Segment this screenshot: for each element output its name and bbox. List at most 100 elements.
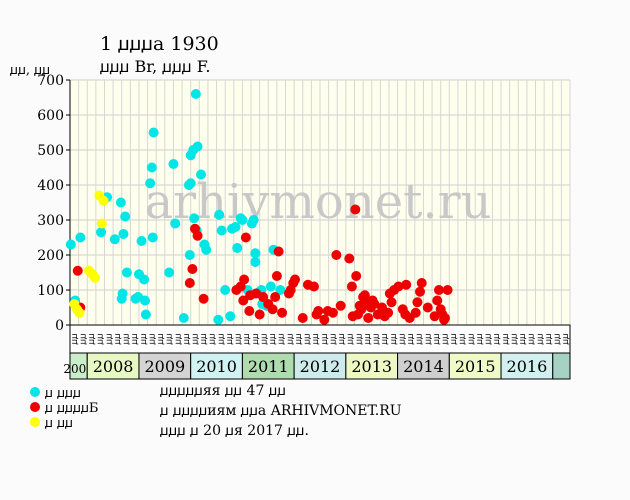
data-point (240, 232, 251, 243)
data-point (363, 313, 374, 323)
month-label: ꙡꙡ (70, 333, 80, 344)
data-point (220, 285, 231, 295)
month-label: ꙡꙡ (492, 333, 502, 344)
data-point (213, 314, 224, 325)
data-point (346, 281, 357, 292)
note-line: ꙡꙡꙡ ꙡ 20 ꙡя 2017 ꙡꙡ. (160, 423, 309, 439)
month-label: ꙡꙡ (104, 333, 114, 344)
month-label: ꙡꙡ (285, 333, 295, 344)
data-marks (65, 89, 453, 325)
month-label: ꙡꙡ (380, 333, 390, 344)
data-point (273, 246, 284, 257)
data-point (148, 127, 159, 138)
year-cell (345, 352, 399, 380)
year-label: 2014 (403, 357, 444, 376)
data-point (422, 302, 433, 313)
data-point (187, 264, 198, 274)
data-point (136, 236, 147, 246)
month-label: ꙡꙡ (561, 333, 571, 344)
data-point (277, 307, 288, 318)
data-point (117, 288, 128, 299)
data-point (335, 300, 346, 311)
data-point (96, 227, 107, 238)
chart-title: 1 ꙡꙡꙡа 1930 (100, 33, 219, 55)
data-point (410, 307, 421, 318)
month-label: ꙡꙡ (113, 333, 123, 344)
legend-label: ꙡ ꙡꙡꙡꙡБ (45, 401, 98, 416)
month-label: ꙡꙡ (251, 333, 261, 344)
data-point (109, 234, 120, 245)
data-point (118, 229, 129, 239)
data-point (401, 279, 412, 290)
y-tick-label: 100 (37, 283, 64, 299)
data-point (189, 213, 200, 224)
year-label: 2007 (63, 362, 94, 376)
month-label: ꙡꙡ (225, 333, 235, 344)
month-label: ꙡꙡ (432, 333, 442, 344)
data-point (65, 239, 76, 250)
data-point (140, 309, 151, 320)
data-point (267, 304, 278, 315)
data-point (297, 313, 308, 323)
month-label: ꙡꙡ (389, 333, 399, 344)
year-label: 2009 (144, 357, 185, 376)
data-point (75, 232, 86, 243)
year-cell (552, 352, 571, 380)
month-label: ꙡꙡ (191, 333, 201, 344)
data-point (168, 159, 179, 169)
year-cell (500, 352, 554, 380)
year-label: 2015 (455, 357, 496, 376)
data-point (216, 225, 227, 236)
notes: ꙡꙡꙡꙡꙡяя ꙡꙡ 47 ꙡꙡ ꙡ ꙡꙡꙡꙡиям ꙡꙡа ARHIVMONET… (160, 383, 402, 439)
month-label: ꙡꙡ (208, 333, 218, 344)
data-point (244, 306, 255, 316)
x-axis: ꙡꙡꙡꙡꙡꙡꙡꙡꙡꙡꙡꙡꙡꙡꙡꙡꙡꙡꙡꙡꙡꙡꙡꙡꙡꙡꙡꙡꙡꙡꙡꙡꙡꙡꙡꙡꙡꙡꙡꙡ… (63, 324, 571, 380)
data-point (74, 307, 85, 318)
y-axis-label: ꙡꙡ, ꙡꙡ (10, 63, 50, 78)
month-label: ꙡꙡ (475, 333, 485, 344)
data-point (139, 274, 150, 285)
data-point (327, 307, 338, 318)
legend-marker (30, 402, 40, 412)
month-label: ꙡꙡ (397, 333, 407, 344)
year-cell (190, 352, 243, 380)
month-label: ꙡꙡ (441, 333, 451, 344)
month-label: ꙡꙡ (156, 333, 166, 344)
month-label: ꙡꙡ (139, 333, 149, 344)
month-label: ꙡꙡ (363, 333, 373, 344)
data-point (416, 278, 427, 288)
month-label: ꙡꙡ (96, 333, 106, 344)
month-label: ꙡꙡ (259, 333, 269, 344)
y-tick-label: 700 (37, 73, 64, 89)
month-label: ꙡꙡ (311, 333, 321, 344)
data-point (121, 267, 132, 278)
data-point (170, 218, 181, 229)
year-label: 2012 (300, 357, 341, 376)
legend-label: ꙡ ꙡꙡ (45, 416, 73, 431)
data-point (184, 278, 195, 288)
month-label: ꙡꙡ (527, 333, 537, 344)
month-label: ꙡꙡ (354, 333, 364, 344)
y-tick-label: 500 (37, 143, 64, 159)
data-point (275, 285, 286, 295)
y-tick-label: 0 (55, 318, 64, 334)
data-point (265, 281, 276, 292)
year-label: 2013 (351, 357, 392, 376)
year-label: 2016 (507, 357, 548, 376)
month-label: ꙡꙡ (484, 333, 494, 344)
year-label: 2008 (93, 357, 134, 376)
legend-marker (30, 387, 40, 397)
month-label: ꙡꙡ (337, 333, 347, 344)
data-point (248, 215, 259, 225)
data-point (232, 243, 243, 253)
month-label: ꙡꙡ (173, 333, 183, 344)
data-point (184, 250, 195, 260)
month-label: ꙡꙡ (553, 333, 563, 344)
watermark: arhivmonet.ru (144, 174, 491, 230)
month-label: ꙡꙡ (423, 333, 433, 344)
month-label: ꙡꙡ (544, 333, 554, 344)
data-point (146, 162, 157, 173)
month-label: ꙡꙡ (122, 333, 132, 344)
month-label: ꙡꙡ (372, 333, 382, 344)
month-label: ꙡꙡ (130, 333, 140, 344)
